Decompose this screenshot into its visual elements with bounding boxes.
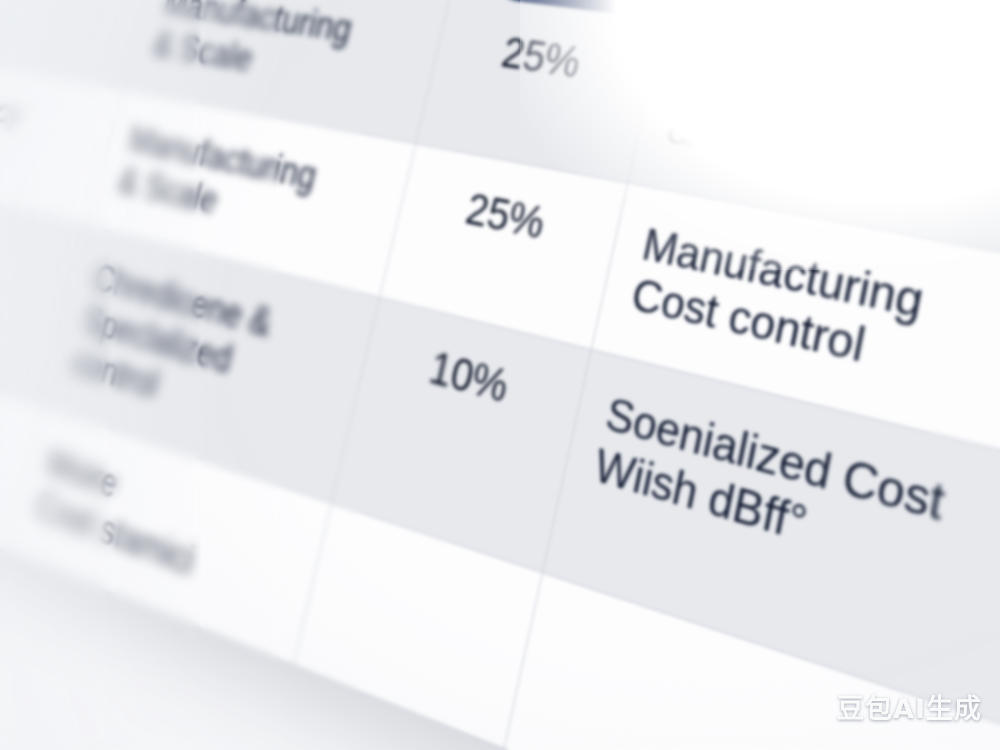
table-body: Profurtioruce Manufacturing & Scale 25% … (0, 0, 1000, 750)
perspective-scene: Evaluation Dimension Weight Key Metrics … (0, 0, 1000, 750)
evaluation-table: Evaluation Dimension Weight Key Metrics … (0, 0, 1000, 750)
screenshot-stage: Evaluation Dimension Weight Key Metrics … (0, 0, 1000, 750)
tilted-table-plate: Evaluation Dimension Weight Key Metrics … (0, 0, 1000, 750)
